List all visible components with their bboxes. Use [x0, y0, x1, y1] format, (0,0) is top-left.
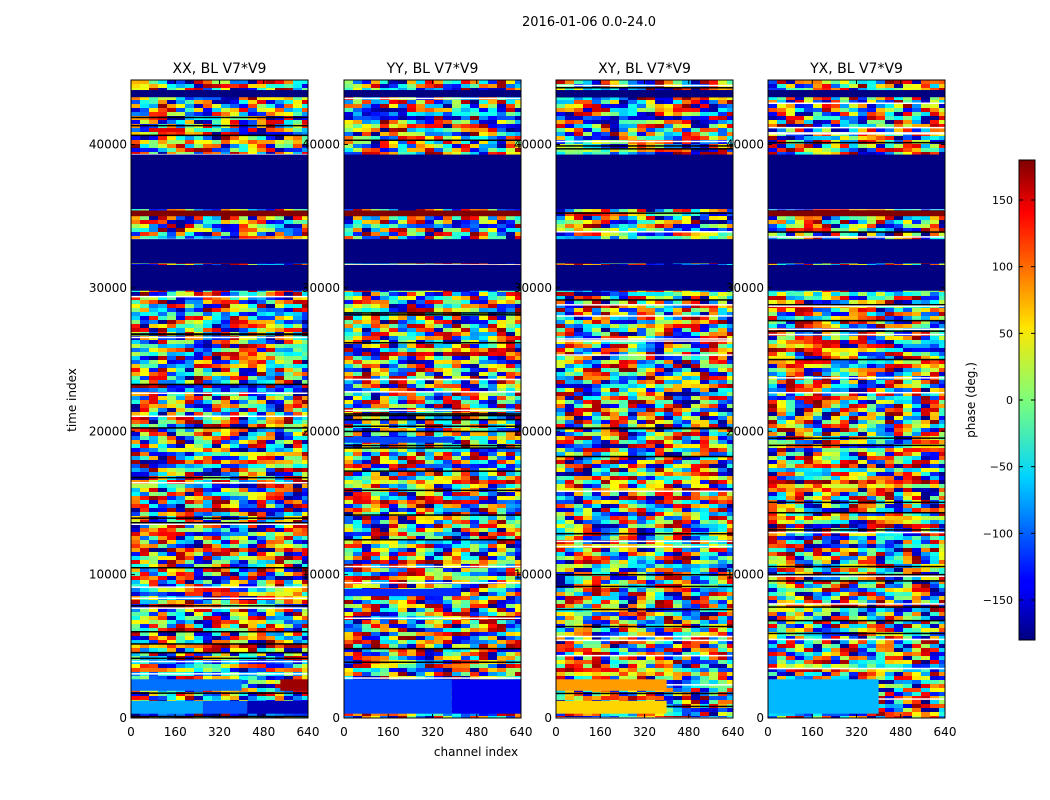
phase-band	[344, 90, 521, 98]
y-tick-label: 0	[756, 711, 764, 725]
y-tick-label: 40000	[726, 138, 764, 152]
x-tick-label: 160	[377, 725, 400, 739]
phase-band	[344, 210, 521, 217]
x-tick-label: 0	[340, 725, 348, 739]
phase-band	[131, 154, 308, 210]
phase-band	[344, 264, 521, 291]
colorbar-tick-label: 0	[1006, 394, 1013, 407]
phase-band	[768, 90, 945, 98]
phase-band	[768, 154, 945, 210]
panel-title: YY, BL V7*V9	[386, 61, 479, 77]
phase-band	[344, 436, 455, 443]
panel-plot-area	[131, 80, 308, 718]
y-tick-label: 20000	[89, 424, 127, 438]
panel-title: XX, BL V7*V9	[173, 61, 267, 77]
panel-plot-area	[344, 80, 521, 718]
y-tick-label: 40000	[89, 138, 127, 152]
panel-3: YX, BL V7*V9 0 160 320 480 640 0 10000 20000 3000…	[726, 61, 957, 739]
y-tick-label: 30000	[514, 281, 552, 295]
x-tick-label: 0	[764, 725, 772, 739]
y-tick-label: 10000	[514, 568, 552, 582]
panel-1: YY, BL V7*V9 0 160 320 480 640 0 10000 20000 3000…	[302, 61, 533, 739]
phase-band	[131, 700, 203, 714]
phase-band	[131, 90, 308, 98]
x-tick-label: 480	[889, 725, 912, 739]
figure-suptitle: 2016-01-06 0.0-24.0	[522, 15, 656, 30]
phase-band	[768, 239, 945, 264]
x-tick-label: 480	[677, 725, 700, 739]
x-tick-label: 160	[801, 725, 824, 739]
x-tick-label: 320	[421, 725, 444, 739]
x-tick-label: 480	[465, 725, 488, 739]
y-tick-label: 10000	[302, 568, 340, 582]
phase-band	[344, 588, 461, 597]
phase-band	[768, 679, 879, 714]
colorbar-tick-label: 100	[992, 261, 1013, 274]
y-tick-label: 10000	[89, 568, 127, 582]
phase-band	[556, 679, 667, 691]
phase-band	[280, 679, 308, 691]
colorbar-tick-label: 150	[992, 194, 1013, 207]
y-tick-label: 30000	[302, 281, 340, 295]
x-tick-label: 160	[164, 725, 187, 739]
y-tick-label: 40000	[302, 138, 340, 152]
x-tick-label: 320	[845, 725, 868, 739]
colorbar-ticks: 150 100 50 0 −50 −100 −150	[983, 194, 1035, 607]
phase-band	[768, 264, 945, 291]
x-tick-label: 640	[934, 725, 957, 739]
phase-band	[344, 679, 452, 714]
panel-title: YX, BL V7*V9	[809, 61, 903, 77]
x-tick-label: 640	[722, 725, 745, 739]
y-tick-label: 30000	[89, 281, 127, 295]
phase-band	[556, 90, 733, 98]
x-axis-label: channel index	[434, 745, 518, 759]
phase-band	[344, 239, 521, 264]
y-tick-label: 0	[119, 711, 127, 725]
phase-band	[202, 700, 248, 714]
colorbar-label: phase (deg.)	[964, 362, 978, 438]
panel-2: XY, BL V7*V9 0 160 320 480 640 0 10000 20000 3000…	[514, 61, 745, 739]
x-tick-label: 0	[127, 725, 135, 739]
phase-band	[131, 239, 308, 264]
colorbar: 150 100 50 0 −50 −100 −150 phase (deg.)	[964, 159, 1036, 641]
y-tick-label: 40000	[514, 138, 552, 152]
phase-band	[131, 264, 308, 291]
y-tick-label: 20000	[726, 424, 764, 438]
phase-band	[768, 210, 945, 217]
phase-band	[556, 264, 733, 291]
phase-band	[451, 679, 521, 714]
phase-band	[247, 700, 308, 714]
y-tick-label: 30000	[726, 281, 764, 295]
phase-band	[131, 210, 308, 217]
colorbar-tick-label: 50	[999, 327, 1013, 340]
phase-band	[556, 154, 733, 210]
panel-plot-area	[556, 80, 733, 718]
x-tick-label: 160	[589, 725, 612, 739]
colorbar-tick-label: −50	[990, 461, 1013, 474]
panels: XX, BL V7*V9 0 160 320 480 640 0 10000 20000 3000…	[89, 61, 957, 739]
phase-band	[556, 239, 733, 264]
y-tick-label: 20000	[514, 424, 552, 438]
y-tick-label: 0	[544, 711, 552, 725]
phase-band	[131, 679, 242, 691]
x-tick-label: 640	[297, 725, 320, 739]
panel-0: XX, BL V7*V9 0 160 320 480 640 0 10000 20000 3000…	[89, 61, 320, 739]
colorbar-tick-label: −100	[983, 527, 1013, 540]
y-tick-label: 0	[332, 711, 340, 725]
y-tick-label: 10000	[726, 568, 764, 582]
x-tick-label: 640	[510, 725, 533, 739]
colorbar-tick-label: −150	[983, 594, 1013, 607]
y-axis-label: time index	[65, 368, 79, 432]
panel-plot-area	[768, 80, 945, 718]
x-tick-label: 320	[208, 725, 231, 739]
x-tick-label: 320	[633, 725, 656, 739]
flag-lines	[768, 102, 945, 700]
x-tick-label: 0	[552, 725, 560, 739]
phase-band	[556, 700, 667, 714]
phase-band	[344, 154, 521, 210]
panel-title: XY, BL V7*V9	[598, 61, 691, 77]
x-tick-label: 480	[252, 725, 275, 739]
y-tick-label: 20000	[302, 424, 340, 438]
